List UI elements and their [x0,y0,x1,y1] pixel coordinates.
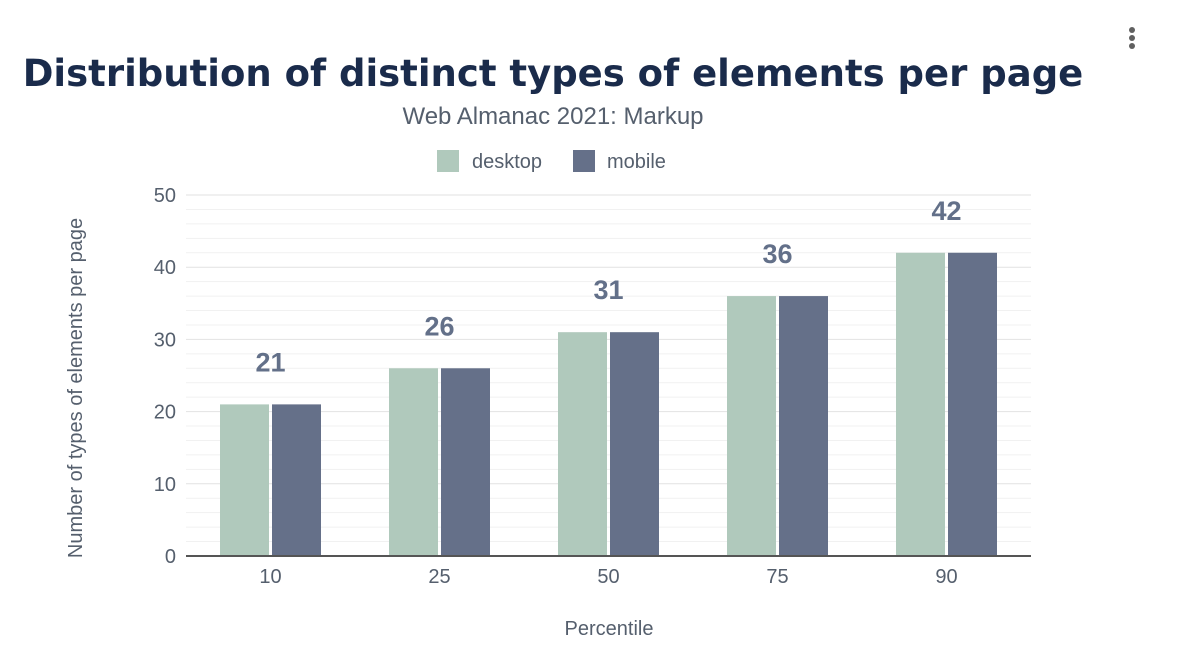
x-tick-label: 10 [259,566,281,588]
data-label-75: 36 [762,239,792,269]
x-axis-ticks: 10 25 50 75 90 [186,555,1031,588]
bar-desktop-75[interactable] [727,296,776,556]
y-tick-label: 10 [154,474,176,496]
chart-subtitle: Web Almanac 2021: Markup [402,103,703,130]
y-axis-label: Number of types of elements per page [65,218,87,558]
legend-swatch-desktop[interactable] [437,150,459,172]
legend[interactable]: desktop mobile [437,150,666,173]
data-label-25: 26 [424,311,454,341]
bar-mobile-50[interactable] [610,332,659,556]
bar-desktop-25[interactable] [389,368,438,556]
x-axis-label: Percentile [565,618,654,640]
data-label-10: 21 [255,347,285,377]
bar-mobile-10[interactable] [272,404,321,556]
x-tick-label: 90 [935,566,957,588]
y-tick-label: 20 [154,402,176,424]
gridlines [186,194,1031,543]
y-axis-ticks: 0 10 20 30 40 50 [154,185,176,568]
legend-label-mobile[interactable]: mobile [607,151,666,173]
bar-mobile-25[interactable] [441,368,490,556]
x-tick-label: 25 [428,566,450,588]
data-label-50: 31 [593,275,623,305]
bar-mobile-75[interactable] [779,296,828,556]
data-labels: 21 26 31 36 42 [255,196,961,378]
x-tick-label: 50 [597,566,619,588]
bars [220,252,997,556]
y-tick-label: 0 [165,546,176,568]
bar-desktop-50[interactable] [558,332,607,556]
legend-swatch-mobile[interactable] [573,150,595,172]
x-tick-label: 75 [766,566,788,588]
bar-mobile-90[interactable] [948,252,997,556]
legend-label-desktop[interactable]: desktop [472,151,542,173]
y-tick-label: 50 [154,185,176,207]
bar-desktop-10[interactable] [220,404,269,556]
chart-title: Distribution of distinct types of elemen… [23,52,1084,95]
more-vert-icon[interactable] [1129,27,1135,49]
bar-desktop-90[interactable] [896,252,945,556]
y-tick-label: 40 [154,257,176,279]
data-label-90: 42 [931,196,961,226]
y-tick-label: 30 [154,329,176,351]
